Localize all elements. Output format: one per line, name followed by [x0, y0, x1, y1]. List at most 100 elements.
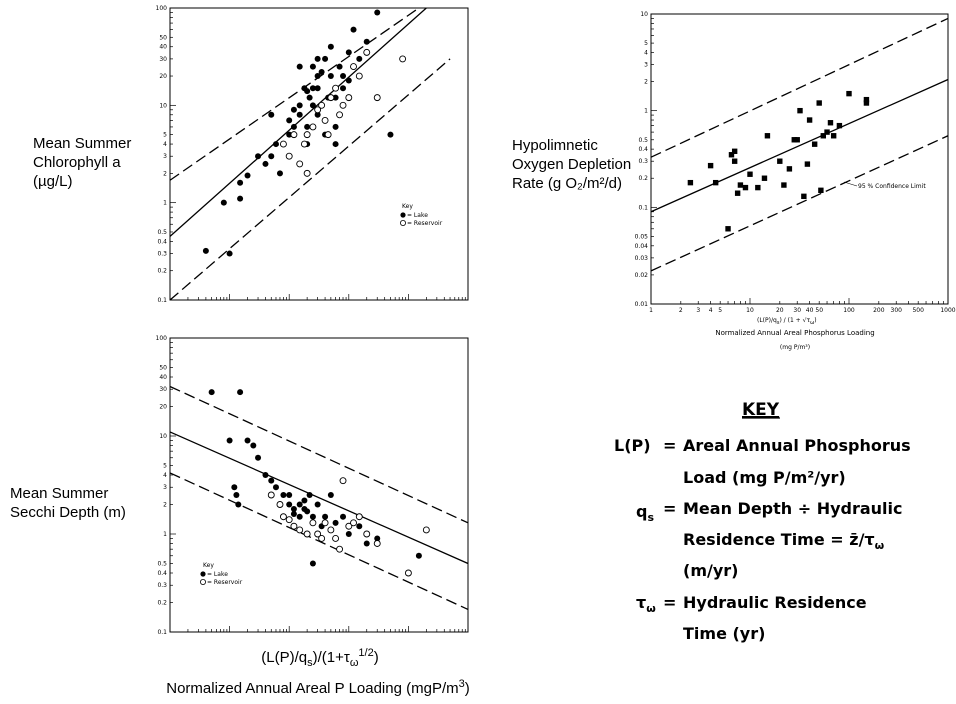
ox-x-tick-label: 30	[793, 307, 801, 314]
sec-point-lake	[327, 492, 334, 499]
chl-point-reservoir	[279, 140, 287, 148]
ox-point-square	[811, 141, 818, 147]
sec-point-reservoir	[404, 569, 412, 577]
ox-conf-leader	[843, 181, 858, 187]
chl-point-reservoir	[309, 123, 317, 131]
sec-y-tick-label: 0.1	[157, 629, 167, 636]
sec-fit-line	[170, 431, 468, 565]
chl-point-lake	[304, 123, 311, 130]
chl-point-lake	[363, 38, 370, 45]
ox-point-square	[764, 133, 771, 139]
ox-point-square	[781, 182, 787, 188]
ox-ylabel: Hypolimnetic Oxygen Depletion Rate (g O₂…	[512, 136, 631, 193]
chl-y-tick-label: 40	[159, 44, 167, 51]
ox-y-tick-label: 5	[644, 40, 648, 47]
sec-key: Key = Lake = Reservoir	[199, 562, 243, 586]
ox-xlabel-1: (L(P)/qs) / (1 + √τω)	[757, 317, 817, 326]
chl-key-title: Key	[402, 203, 413, 210]
ox-point-square	[801, 193, 807, 200]
sec-point-lake	[237, 389, 244, 396]
sec-point-lake	[356, 523, 363, 530]
sec-y-tick-label: 4	[163, 472, 167, 479]
chl-y-tick-label: 0.4	[157, 238, 167, 245]
chl-lower-confidence-line	[170, 58, 451, 300]
chl-point-lake	[296, 63, 303, 70]
sec-upper-confidence-line	[170, 385, 468, 524]
sec-plot-frame	[169, 337, 469, 633]
ox-point-square	[863, 100, 870, 106]
ox-x-tick-label: 2	[679, 307, 683, 314]
sec-point-lake	[231, 484, 238, 491]
ox-plot-frame	[650, 13, 949, 305]
chl-point-lake	[262, 160, 269, 167]
sec-point-lake	[226, 437, 233, 444]
key-lp-symbol: L(P)	[614, 436, 651, 455]
chl-y-tick-label: 4	[163, 141, 167, 148]
chl-point-lake	[237, 195, 244, 202]
ox-point-square	[830, 133, 837, 139]
ox-point-square	[742, 184, 749, 191]
ox-y-tick-label: 0.02	[635, 272, 649, 279]
sec-point-lake	[340, 513, 347, 520]
ox-lower-confidence-line	[651, 135, 948, 272]
sec-point-lake	[286, 501, 293, 508]
chl-point-lake	[327, 73, 334, 80]
chl-point-lake	[309, 102, 316, 109]
ox-point-square	[818, 187, 824, 194]
chl-point-lake	[296, 111, 303, 118]
sec-y-tick-label: 0.3	[157, 582, 167, 589]
sec-point-reservoir	[318, 535, 326, 542]
chl-y-tick-label: 0.5	[157, 229, 167, 236]
ox-upper-confidence-line	[651, 17, 948, 158]
ox-point-square	[791, 137, 797, 143]
sec-point-reservoir	[339, 477, 347, 485]
ox-lines	[651, 17, 948, 272]
ox-point-square	[786, 166, 793, 172]
sec-lower-confidence-line	[170, 472, 468, 611]
ox-x-tick-label: 200	[873, 307, 885, 314]
sec-key-lake: = Lake	[207, 571, 228, 578]
chl-point-reservoir	[399, 55, 407, 63]
sec-point-reservoir	[276, 501, 284, 508]
sec-point-lake	[301, 505, 308, 512]
ox-y-tick-label: 1	[644, 108, 648, 115]
chl-y-tick-label: 0.3	[157, 251, 167, 258]
sec-point-reservoir	[350, 519, 357, 527]
chl-y-tick-label: 0.2	[157, 268, 167, 275]
ox-x-tick-label: 1000	[940, 307, 955, 314]
sec-point-lake	[268, 477, 275, 484]
ox-y-tick-label: 0.4	[638, 146, 648, 153]
sec-ylabel-line2: Secchi Depth (m)	[10, 504, 126, 521]
sec-point-lake	[309, 513, 316, 520]
sec-point-reservoir	[363, 530, 371, 538]
chl-point-lake	[327, 43, 334, 50]
sec-y-tick-label: 30	[159, 386, 167, 393]
ox-y-tick-label: 0.2	[638, 175, 648, 182]
sec-y-tick-label: 2	[163, 501, 167, 508]
chl-point-lake	[220, 199, 227, 206]
chl-lines	[170, 8, 451, 300]
ox-xlabel-3: (mg P/m³)	[780, 344, 810, 351]
oxygen-panel: 10543210.50.40.30.20.10.050.040.030.020.…	[635, 11, 956, 314]
sec-point-lake	[286, 492, 293, 499]
sec-point-lake	[415, 552, 422, 559]
ox-point-square	[737, 182, 744, 188]
chl-point-reservoir	[363, 48, 371, 56]
sec-point-reservoir	[296, 526, 304, 534]
chl-point-reservoir	[345, 94, 353, 102]
ox-point-square	[712, 179, 719, 186]
bottom-xlabel-line1: (L(P)/qs)/(1+τω1/2)	[261, 647, 378, 669]
ox-y-tick-label: 2	[644, 79, 648, 86]
sec-y-tick-label: 1	[163, 531, 167, 538]
key-title: KEY	[742, 400, 780, 420]
chl-point-lake	[332, 141, 339, 148]
sec-y-tick-label: 0.5	[157, 561, 167, 568]
chl-point-reservoir	[303, 169, 311, 177]
ox-point-square	[836, 122, 843, 129]
sec-y-tick-label: 0.2	[157, 599, 167, 606]
ox-y-tick-label: 3	[644, 62, 648, 69]
sec-y-tick-label: 20	[159, 403, 167, 410]
ox-x-tick-label: 10	[746, 307, 754, 314]
chl-point-reservoir	[336, 111, 344, 119]
chl-point-lake	[345, 77, 352, 84]
